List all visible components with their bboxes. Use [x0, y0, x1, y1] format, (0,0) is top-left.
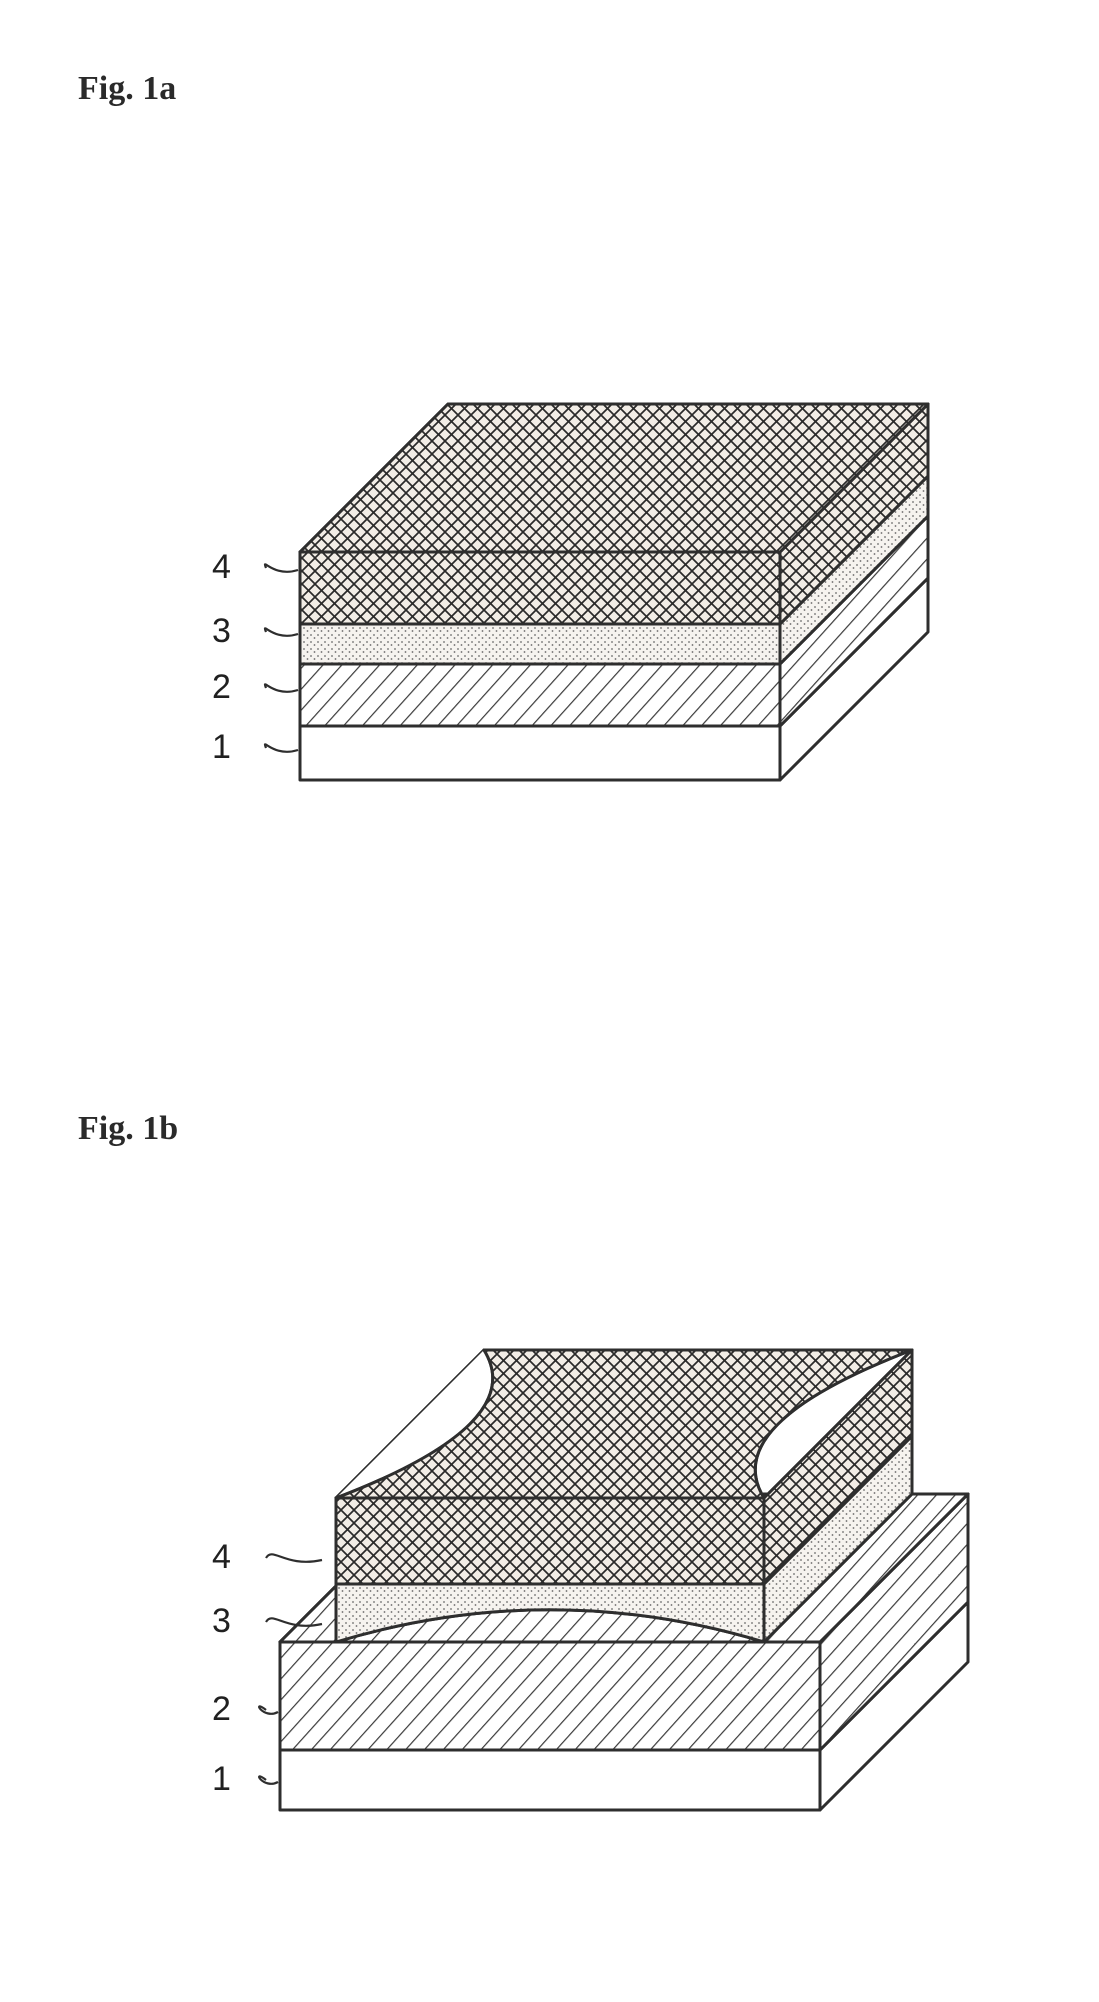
- svg-text:1: 1: [212, 1760, 231, 1798]
- svg-text:1: 1: [212, 728, 231, 766]
- svg-text:2: 2: [212, 1690, 231, 1728]
- svg-text:3: 3: [212, 612, 231, 650]
- svg-text:4: 4: [212, 548, 231, 586]
- fig-1b-caption: Fig. 1b: [78, 1110, 178, 1148]
- svg-text:3: 3: [212, 1602, 231, 1640]
- svg-text:2: 2: [212, 668, 231, 706]
- fig-1a-svg: 4 3 2 1: [120, 220, 980, 840]
- svg-text:4: 4: [212, 1538, 231, 1576]
- fig-1a-caption: Fig. 1a: [78, 70, 176, 108]
- fig-1b-svg: 4 3 2 1: [120, 1250, 980, 1890]
- page: Fig. 1a Fig. 1b 4 3 2 1 4 3 2 1: [0, 0, 1099, 2002]
